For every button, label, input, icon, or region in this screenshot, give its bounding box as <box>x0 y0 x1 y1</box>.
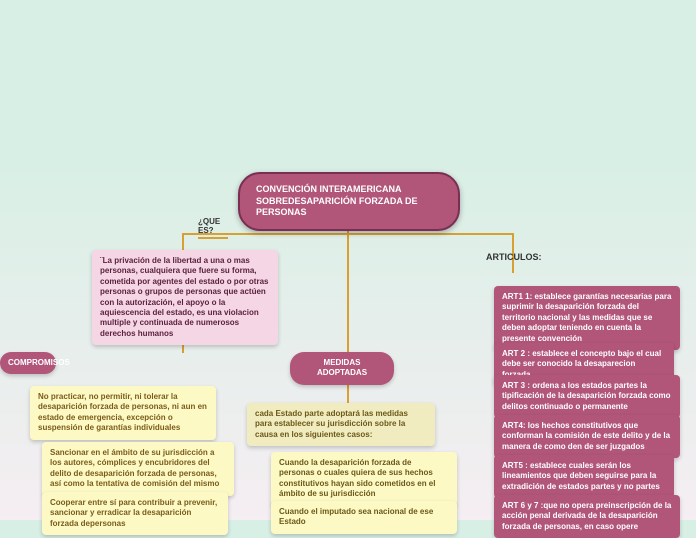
articulo-text: ART5 : establece cuales serán los lineam… <box>502 461 660 491</box>
compromiso-text: Sancionar en el ámbito de su jurisdicció… <box>50 448 219 488</box>
articulo-item: ART1 1: establece garantías necesarias p… <box>494 286 680 350</box>
articulo-item: ART4: los hechos constitutivos que confo… <box>494 415 680 458</box>
compromiso-text: Cooperar entre sí para contribuir a prev… <box>50 498 217 528</box>
medidas-header-text: MEDIDAS ADOPTADAS <box>317 358 367 377</box>
articulos-header: ARTICULOS: <box>486 252 542 262</box>
articulo-item: ART5 : establece cuales serán los lineam… <box>494 455 674 498</box>
que-es-label: ¿QUE ES? <box>198 217 228 239</box>
definition-text: ¨La privación de la libertad a una o mas… <box>100 256 268 338</box>
compromisos-header: COMPROMISOS <box>0 352 56 374</box>
articulo-item: ART 6 y 7 :que no opera preinscripción d… <box>494 495 680 538</box>
medida-item: Cuando la desaparición forzada de person… <box>271 452 457 506</box>
root-title: CONVENCIÓN INTERAMERICANA SOBREDESAPARIC… <box>256 184 418 217</box>
definition-node: ¨La privación de la libertad a una o mas… <box>92 250 278 345</box>
compromiso-text: No practicar, no permitir, ni tolerar la… <box>38 392 207 432</box>
root-node: CONVENCIÓN INTERAMERICANA SOBREDESAPARIC… <box>238 172 460 231</box>
articulo-text: ART4: los hechos constitutivos que confo… <box>502 421 670 451</box>
compromiso-item: No practicar, no permitir, ni tolerar la… <box>30 386 216 440</box>
articulos-header-text: ARTICULOS: <box>486 252 542 262</box>
compromisos-header-text: COMPROMISOS <box>8 358 70 367</box>
articulo-text: ART1 1: establece garantías necesarias p… <box>502 292 671 343</box>
medida-item: Cuando el imputado sea nacional de ese E… <box>271 501 457 534</box>
compromiso-item: Cooperar entre sí para contribuir a prev… <box>42 492 228 535</box>
medidas-header: MEDIDAS ADOPTADAS <box>290 352 394 385</box>
medida-text: Cuando la desaparición forzada de person… <box>279 458 435 498</box>
que-es-text: ¿QUE ES? <box>198 217 220 235</box>
medidas-intro: cada Estado parte adoptará las medidas p… <box>247 403 435 446</box>
articulo-text: ART 6 y 7 :que no opera preinscripción d… <box>502 501 671 531</box>
compromiso-item: Sancionar en el ámbito de su jurisdicció… <box>42 442 234 496</box>
medida-text: Cuando el imputado sea nacional de ese E… <box>279 507 433 526</box>
articulo-item: ART 3 : ordena a los estados partes la t… <box>494 375 680 418</box>
articulo-text: ART 3 : ordena a los estados partes la t… <box>502 381 670 411</box>
medidas-intro-text: cada Estado parte adoptará las medidas p… <box>255 409 408 439</box>
